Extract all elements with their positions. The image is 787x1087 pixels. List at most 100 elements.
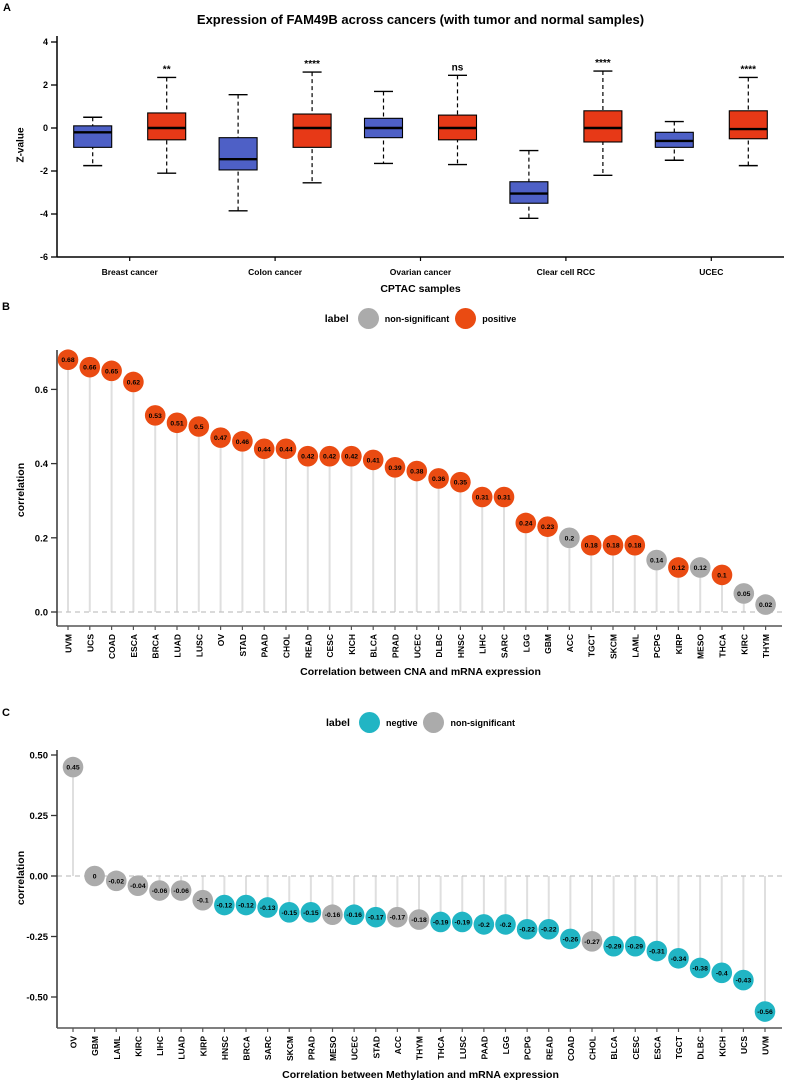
dot-PAAD [473, 914, 495, 935]
x-tick-label-PRAD: PRAD [391, 634, 401, 658]
x-tick-label-LGG: LGG [501, 1036, 511, 1055]
dot-value-label: 0.31 [497, 494, 510, 501]
dot-SARC [493, 486, 515, 508]
dot-value-label: 0.12 [694, 565, 707, 572]
dot-value-label: -0.1 [197, 898, 209, 905]
y-tick-label: 4 [43, 37, 48, 47]
panel-b-legend: label non-significant positive [57, 308, 784, 329]
boxplot-chart: 4 2 0 -2 -4 -6 Breast cancer ** Colon cancer ****… [40, 36, 784, 277]
dot-STAD [232, 431, 253, 452]
dot-value-label: -0.13 [260, 905, 276, 912]
dot-GBM [537, 516, 558, 537]
dot-value-label: -0.02 [109, 878, 125, 885]
dot-LUSC [188, 416, 210, 437]
dot-PRAD [300, 902, 322, 923]
dot-value-label: 0 [93, 874, 97, 881]
dot-value-label: -0.22 [519, 927, 535, 934]
x-tick-label-THYM: THYM [761, 634, 771, 658]
legend-item-label: positive [482, 313, 517, 324]
x-tick-label-ESCA: ESCA [652, 1036, 662, 1060]
legend-item-non-significant: non-significant [423, 712, 515, 733]
dot-MESO [322, 904, 343, 926]
dot-value-label: -0.27 [584, 939, 600, 946]
dot-CESC [624, 935, 646, 957]
dot-PAAD [253, 438, 275, 460]
x-tick-label-KIRP: KIRP [198, 1036, 208, 1057]
dot-ACC [387, 906, 408, 928]
dot-PCPG [646, 549, 667, 571]
dot-UCEC [343, 904, 365, 926]
panel-c-legend: label negtive non-significant [57, 712, 784, 733]
dot-LGG [515, 512, 537, 534]
dot-value-label: -0.29 [628, 944, 644, 951]
dot-OV [62, 756, 84, 778]
dot-COAD [560, 928, 581, 950]
dot-value-label: 0.1 [717, 572, 727, 579]
x-tick-label-HNSC: HNSC [456, 634, 466, 658]
dot-LUAD [166, 412, 188, 434]
dot-value-label: 0.23 [541, 524, 554, 531]
dot-DLBC [428, 468, 449, 489]
significance-label: **** [304, 59, 320, 70]
y-tick-label: 0.00 [30, 872, 49, 883]
x-tick-label-COAD: COAD [566, 1036, 576, 1061]
x-tick-label-UVM: UVM [64, 634, 74, 653]
dot-value-label: 0.51 [170, 420, 183, 427]
dot-value-label: 0.18 [628, 543, 641, 550]
legend-item-label: negtive [385, 717, 418, 728]
dot-value-label: -0.26 [563, 936, 579, 943]
x-tick-label-TGCT: TGCT [587, 633, 597, 657]
x-tick-label-LIHC: LIHC [478, 634, 488, 654]
dot-value-label: 0.02 [759, 602, 772, 609]
x-tick-label-CESC: CESC [631, 1036, 641, 1060]
x-tick-label-DLBC: DLBC [434, 634, 444, 658]
x-tick-label-UCEC: UCEC [350, 1036, 360, 1060]
panel-c-legend-title: label [326, 716, 350, 729]
dot-value-label: 0.35 [454, 480, 467, 487]
panel-b-letter: B [2, 301, 10, 313]
dot-value-label: 0.38 [410, 469, 423, 476]
x-tick-label-LUSC: LUSC [458, 1036, 468, 1059]
dot-UCEC [406, 460, 428, 482]
x-tick-label-KICH: KICH [717, 1036, 727, 1057]
dot-LAML [624, 534, 646, 556]
x-tick-label-COAD: COAD [107, 634, 117, 659]
dot-STAD [365, 906, 387, 928]
x-tick-label-GBM: GBM [90, 1036, 100, 1056]
dot-SKCM [602, 534, 624, 556]
dot-value-label: 0.05 [737, 591, 750, 598]
dot-BRCA [144, 405, 166, 426]
dot-SARC [257, 897, 278, 918]
category-label: Breast cancer [102, 267, 159, 277]
x-tick-label-BLCA: BLCA [609, 1036, 619, 1060]
y-tick-label: 0.2 [35, 533, 48, 544]
x-tick-label-LUAD: LUAD [173, 634, 183, 658]
category-label: UCEC [699, 267, 723, 277]
dot-value-label: -0.17 [390, 915, 406, 922]
dot-THCA [430, 911, 451, 933]
dot-value-label: 0.2 [565, 535, 575, 542]
y-tick-label: 0.50 [30, 751, 49, 762]
dot-value-label: -0.18 [411, 917, 427, 924]
dot-READ [297, 445, 319, 467]
x-tick-label-THCA: THCA [718, 634, 728, 658]
dot-value-label: -0.12 [238, 903, 254, 910]
x-tick-label-KIRP: KIRP [674, 634, 684, 655]
dot-GBM [84, 865, 105, 887]
dot-value-label: 0.36 [432, 476, 445, 483]
panel-c-letter: C [2, 707, 10, 719]
x-tick-label-GBM: GBM [543, 634, 553, 654]
x-tick-label-PRAD: PRAD [306, 1036, 316, 1060]
x-tick-label-MESO: MESO [328, 1036, 338, 1061]
y-tick-label: 0 [43, 123, 48, 133]
dot-value-label: 0.42 [301, 454, 314, 461]
x-tick-label-LAML: LAML [630, 634, 640, 658]
box-tumor-breast-cancer [147, 112, 187, 141]
x-tick-label-READ: READ [303, 634, 313, 658]
dot-LGG [495, 914, 516, 935]
dot-value-label: 0.24 [519, 520, 532, 527]
dot-UVM [754, 1001, 776, 1022]
x-tick-label-LGG: LGG [521, 634, 531, 653]
significance-label: ns [452, 62, 464, 73]
